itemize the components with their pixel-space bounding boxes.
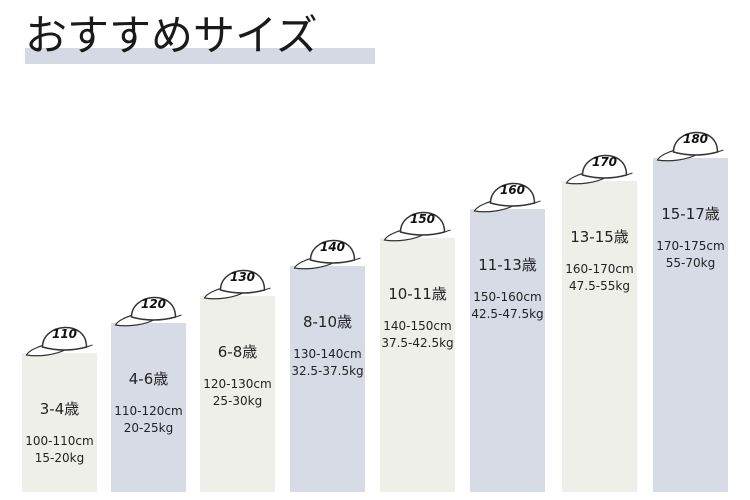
cap-strap [264,287,271,291]
cap: 180 [656,131,724,162]
cap-size: 140 [320,240,345,254]
cap: 130 [203,269,271,300]
cap-size: 170 [592,155,617,169]
weight-range: 47.5-55kg [569,279,630,293]
height-range: 110-120cm [114,404,182,418]
cap: 120 [114,296,182,327]
height-range: 150-160cm [473,290,541,304]
weight-range: 25-30kg [213,394,262,408]
size-column [562,181,637,492]
cap-strap [175,314,182,318]
cap-size: 150 [410,212,435,226]
height-range: 140-150cm [383,319,451,333]
age: 11-13歳 [478,256,537,274]
cap-strap [626,172,633,176]
cap: 110 [25,326,93,357]
size-column [653,158,728,492]
cap-size: 120 [141,297,166,311]
cap-size: 160 [500,183,525,197]
cap: 150 [383,211,451,242]
weight-range: 42.5-47.5kg [471,307,543,321]
size-column [470,209,545,492]
height-range: 120-130cm [203,377,271,391]
cap: 160 [473,182,541,213]
cap-strap [354,257,361,261]
age: 8-10歳 [303,313,352,331]
age: 10-11歳 [388,285,447,303]
cap-size: 130 [230,270,255,284]
height-range: 170-175cm [656,239,724,253]
weight-range: 37.5-42.5kg [381,336,453,350]
cap-strap [444,229,451,233]
cap: 170 [565,154,633,185]
size-column [200,296,275,492]
title: おすすめサイズ [25,11,318,60]
cap: 140 [293,239,361,270]
weight-range: 55-70kg [666,256,715,270]
size-column [111,323,186,492]
cap-size: 180 [683,132,708,146]
size-column [380,238,455,492]
weight-range: 20-25kg [124,421,173,435]
size-column [290,266,365,492]
size-column [22,353,97,492]
age: 6-8歳 [218,343,258,361]
cap-strap [717,149,724,153]
height-range: 100-110cm [25,434,93,448]
age: 4-6歳 [129,370,169,388]
age: 15-17歳 [661,205,720,223]
title-band [25,48,375,64]
age: 3-4歳 [40,400,80,418]
weight-range: 32.5-37.5kg [291,364,363,378]
height-range: 130-140cm [293,347,361,361]
weight-range: 15-20kg [35,451,84,465]
cap-strap [86,344,93,348]
cap-strap [534,200,541,204]
height-range: 160-170cm [565,262,633,276]
cap-size: 110 [52,327,77,341]
age: 13-15歳 [570,228,629,246]
